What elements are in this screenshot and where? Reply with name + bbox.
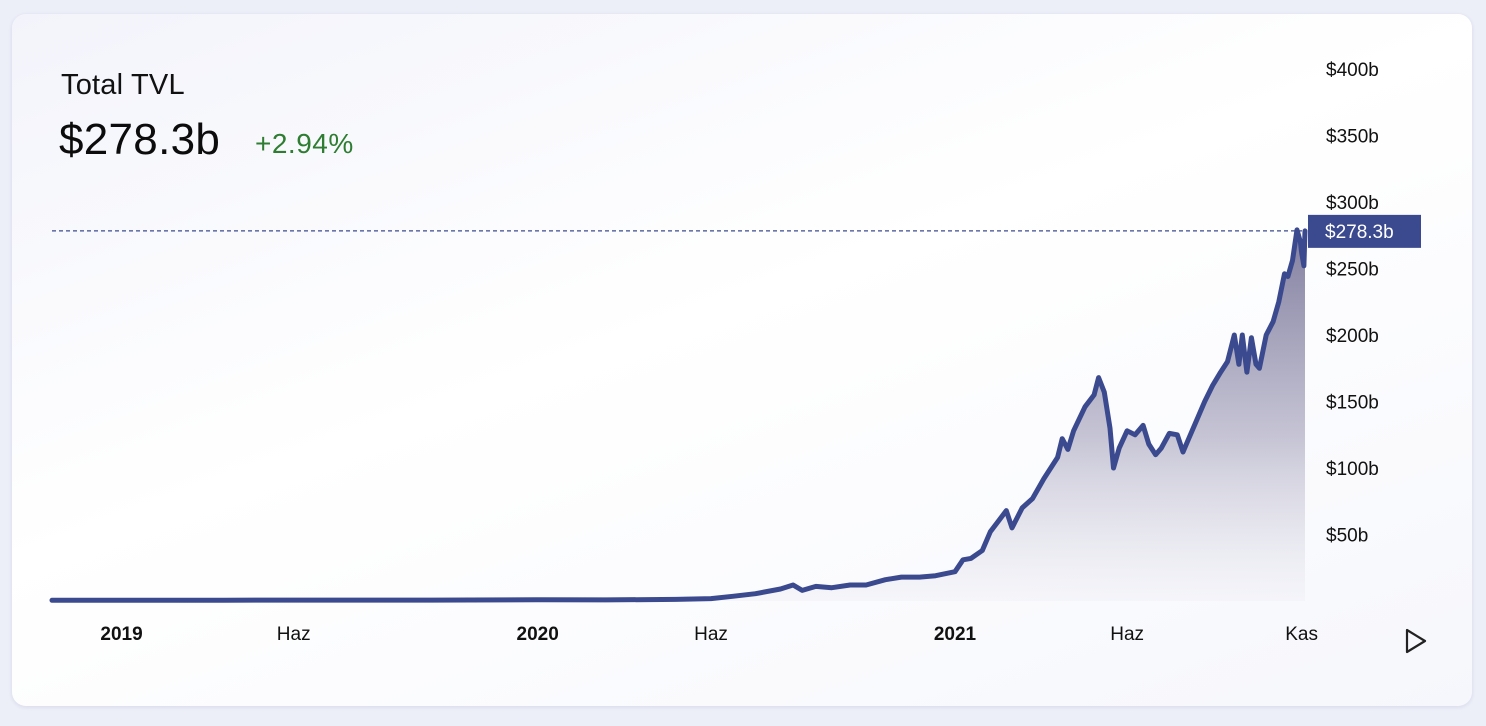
tvl-card: Total TVL $278.3b +2.94% $50b $100b $150b $… — [12, 14, 1472, 706]
y-tick-label: $200b — [1326, 326, 1379, 347]
y-tick-label: $350b — [1326, 127, 1379, 148]
y-tick-label: $150b — [1326, 393, 1379, 414]
x-axis: 2019 Haz 2020 Haz 2021 Haz Kas — [100, 624, 1318, 645]
x-tick-label: 2019 — [100, 624, 142, 645]
y-tick-label: $300b — [1326, 193, 1379, 214]
current-value-label: $278.3b — [1325, 222, 1394, 243]
x-tick-label: Kas — [1285, 624, 1318, 645]
tvl-chart[interactable]: $50b$100b$150b$200b$250b$300b$350b$400b … — [12, 14, 1472, 706]
change-percent: +2.94% — [255, 128, 354, 159]
chart-title: Total TVL — [61, 69, 185, 101]
tvl-line — [49, 227, 1308, 603]
x-tick-label: Haz — [277, 624, 311, 645]
x-tick-label: 2020 — [517, 624, 559, 645]
x-tick-label: Haz — [694, 624, 728, 645]
total-tvl-value: $278.3b — [59, 115, 221, 164]
y-tick-label: $50b — [1326, 526, 1368, 547]
x-tick-label: 2021 — [934, 624, 977, 645]
y-tick-label: $400b — [1326, 60, 1379, 81]
play-icon[interactable] — [1404, 628, 1428, 654]
current-value-tag: $278.3b — [1308, 214, 1421, 248]
y-tick-label: $250b — [1326, 260, 1379, 281]
x-tick-label: Haz — [1110, 624, 1144, 645]
y-tick-label: $100b — [1326, 459, 1379, 480]
y-axis: $50b $100b $150b $200b $250b $300b $350b $400b — [1326, 60, 1379, 547]
tvl-area — [52, 229, 1305, 601]
